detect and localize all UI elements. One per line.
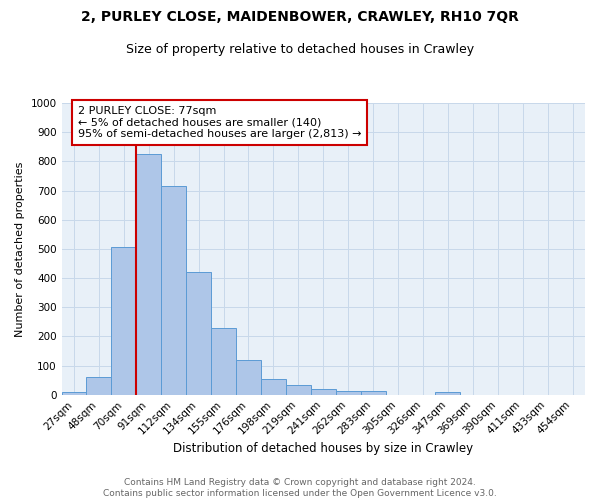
Bar [112, 248, 136, 394]
Bar [361, 391, 386, 394]
Bar [136, 154, 161, 394]
Bar [161, 186, 186, 394]
Y-axis label: Number of detached properties: Number of detached properties [15, 161, 25, 336]
Bar [86, 377, 112, 394]
Text: Size of property relative to detached houses in Crawley: Size of property relative to detached ho… [126, 42, 474, 56]
Text: 2, PURLEY CLOSE, MAIDENBOWER, CRAWLEY, RH10 7QR: 2, PURLEY CLOSE, MAIDENBOWER, CRAWLEY, R… [81, 10, 519, 24]
Bar [236, 360, 261, 394]
Bar [211, 328, 236, 394]
Bar [261, 378, 286, 394]
X-axis label: Distribution of detached houses by size in Crawley: Distribution of detached houses by size … [173, 442, 473, 455]
Bar [186, 272, 211, 394]
Bar [336, 391, 361, 394]
Text: 2 PURLEY CLOSE: 77sqm
← 5% of detached houses are smaller (140)
95% of semi-deta: 2 PURLEY CLOSE: 77sqm ← 5% of detached h… [78, 106, 361, 139]
Bar [62, 392, 86, 394]
Bar [286, 384, 311, 394]
Bar [436, 392, 460, 394]
Text: Contains HM Land Registry data © Crown copyright and database right 2024.
Contai: Contains HM Land Registry data © Crown c… [103, 478, 497, 498]
Bar [311, 389, 336, 394]
